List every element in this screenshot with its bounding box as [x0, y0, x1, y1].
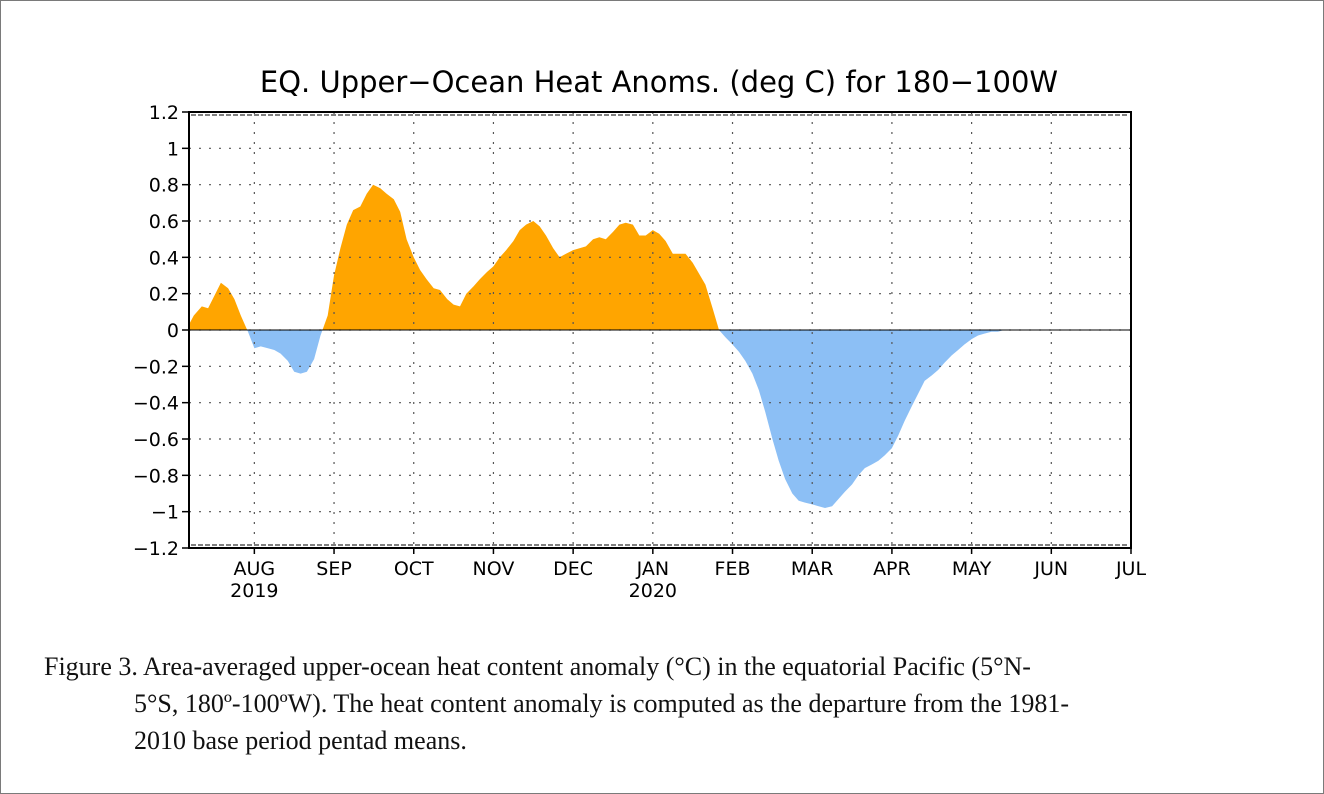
y-tick-label: 0.2 — [149, 284, 179, 306]
x-tick-label: MAR — [791, 558, 834, 580]
plot-area — [188, 111, 1132, 549]
y-tick-label: −0.4 — [133, 393, 179, 415]
x-tick-label: JUL — [1115, 558, 1147, 580]
y-tick-label: 1.2 — [149, 102, 179, 124]
y-tick-label: 0.4 — [149, 247, 179, 269]
x-tick-label: SEP — [316, 558, 352, 580]
figure-caption: Figure 3. Area-averaged upper-ocean heat… — [44, 648, 1284, 759]
y-tick-label: 0.6 — [149, 211, 179, 233]
x-tick-label: DEC — [553, 558, 593, 580]
y-tick-label: −1.2 — [133, 538, 179, 560]
y-tick-label: 1 — [167, 138, 179, 160]
x-tick-label: APR — [873, 558, 911, 580]
x-tick-label: OCT — [394, 558, 434, 580]
caption-line-2: 5°S, 180º-100ºW). The heat content anoma… — [134, 689, 1070, 718]
x-tick-label: JAN — [636, 558, 669, 580]
x-tick-label: NOV — [473, 558, 515, 580]
caption-line-3: 2010 base period pentad means. — [134, 726, 467, 755]
chart-title: EQ. Upper−Ocean Heat Anoms. (deg C) for … — [260, 65, 1058, 99]
heat-anomaly-chart: EQ. Upper−Ocean Heat Anoms. (deg C) for … — [133, 65, 1147, 602]
x-tick-label: JUN — [1033, 558, 1068, 580]
x-tick-label: MAY — [952, 558, 992, 580]
x-tick-label: AUG — [234, 558, 276, 580]
y-tick-label: −0.6 — [133, 429, 179, 451]
caption-line-1: Figure 3. Area-averaged upper-ocean heat… — [44, 652, 1031, 681]
negative-anomaly-area — [189, 330, 1131, 508]
y-tick-label: 0 — [167, 320, 179, 342]
x-year-label: 2019 — [230, 580, 278, 602]
y-axis: 1.2 1 0.8 0.6 0.4 0.2 0 −0.2 −0.4 −0.6 −0.8 −1 −1.2 — [133, 102, 189, 560]
y-tick-label: −0.8 — [133, 465, 179, 487]
y-tick-label: −1 — [151, 502, 179, 524]
x-tick-label: FEB — [715, 558, 751, 580]
y-tick-label: −0.2 — [133, 356, 179, 378]
x-year-label: 2020 — [629, 580, 677, 602]
y-tick-label: 0.8 — [149, 175, 179, 197]
